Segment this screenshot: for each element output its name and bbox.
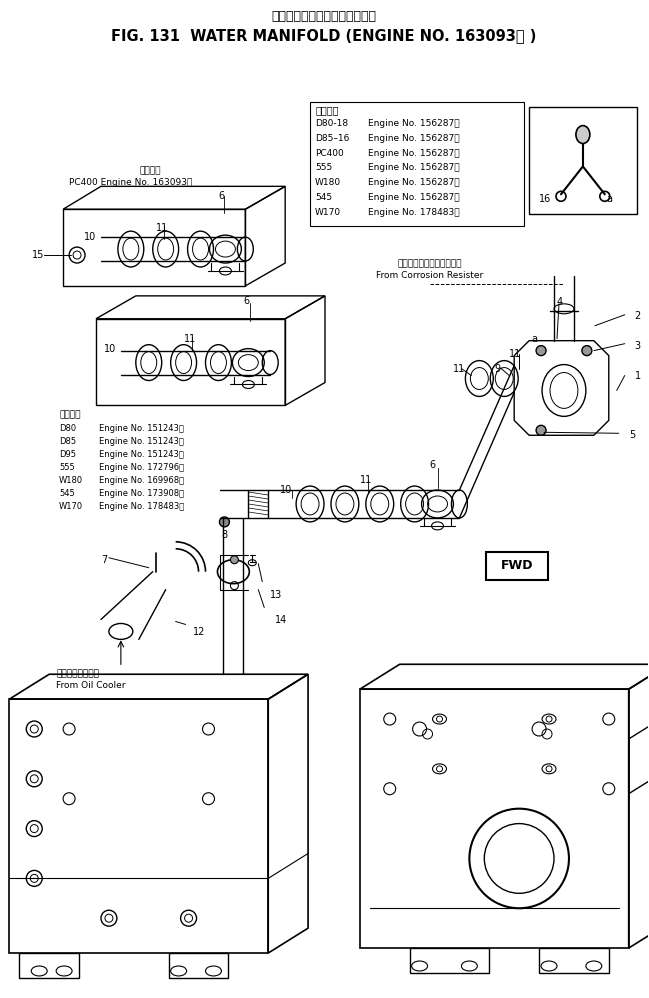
- Text: 555: 555: [59, 463, 75, 472]
- Text: 9: 9: [495, 363, 500, 373]
- Text: Engine No. 156287～: Engine No. 156287～: [368, 134, 459, 143]
- Text: Engine No. 178483～: Engine No. 178483～: [368, 209, 459, 218]
- Text: 11: 11: [454, 363, 466, 373]
- Bar: [486, 552, 548, 580]
- Text: 16: 16: [539, 195, 552, 205]
- Text: 3: 3: [635, 340, 641, 350]
- Text: W170: W170: [315, 209, 341, 218]
- Text: 555: 555: [315, 164, 332, 173]
- Text: 適用号機: 適用号機: [140, 167, 162, 176]
- Text: 545: 545: [59, 489, 75, 498]
- Text: Engine No. 151243～: Engine No. 151243～: [99, 437, 184, 446]
- Text: FIG. 131  WATER MANIFOLD (ENGINE NO. 163093－ ): FIG. 131 WATER MANIFOLD (ENGINE NO. 1630…: [112, 28, 537, 43]
- Text: Engine No. 169968～: Engine No. 169968～: [99, 476, 184, 485]
- Text: 14: 14: [275, 615, 288, 625]
- Text: ウォータマニホルド　適用号機: ウォータマニホルド 適用号機: [271, 10, 376, 23]
- Text: Engine No. 156287～: Engine No. 156287～: [368, 179, 459, 188]
- Text: Engine No. 172796～: Engine No. 172796～: [99, 463, 184, 472]
- Text: 13: 13: [270, 590, 282, 600]
- Text: 6: 6: [430, 460, 435, 470]
- Text: Engine No. 173908～: Engine No. 173908～: [99, 489, 184, 498]
- Circle shape: [536, 345, 546, 355]
- Text: 8: 8: [221, 530, 228, 540]
- Circle shape: [582, 345, 592, 355]
- Text: Engine No. 151243～: Engine No. 151243～: [99, 450, 184, 459]
- Text: D95: D95: [59, 450, 76, 459]
- Text: 適用号機: 適用号機: [59, 410, 80, 419]
- Text: 7: 7: [101, 555, 107, 565]
- Text: Engine No. 151243～: Engine No. 151243～: [99, 424, 184, 433]
- Text: 6: 6: [243, 295, 249, 305]
- Text: Engine No. 156287～: Engine No. 156287～: [368, 149, 459, 158]
- Text: PC400 Engine No. 163093～: PC400 Engine No. 163093～: [69, 179, 193, 188]
- Text: From Corrosion Resister: From Corrosion Resister: [376, 271, 483, 280]
- Text: D85–16: D85–16: [315, 134, 349, 143]
- Text: W180: W180: [315, 179, 341, 188]
- Text: 11: 11: [156, 224, 168, 234]
- Text: D80: D80: [59, 424, 77, 433]
- Text: 2: 2: [635, 310, 641, 320]
- Ellipse shape: [576, 126, 590, 144]
- Text: D80-18: D80-18: [315, 119, 348, 128]
- Circle shape: [230, 556, 238, 564]
- Text: W180: W180: [59, 476, 83, 485]
- Text: 6: 6: [219, 192, 225, 202]
- Text: 適用号機: 適用号機: [315, 105, 339, 115]
- Text: Engine No. 156287～: Engine No. 156287～: [368, 119, 459, 128]
- Text: a: a: [531, 333, 537, 343]
- Bar: [310, 102, 524, 227]
- Text: D85: D85: [59, 437, 77, 446]
- Text: 12: 12: [193, 628, 205, 638]
- Text: FWD: FWD: [501, 559, 533, 572]
- Text: 11: 11: [184, 333, 196, 343]
- Text: 10: 10: [280, 485, 293, 495]
- Text: 545: 545: [315, 194, 332, 203]
- Text: a: a: [607, 195, 613, 205]
- Text: W170: W170: [59, 502, 83, 511]
- Text: 10: 10: [84, 233, 96, 243]
- Circle shape: [219, 517, 229, 527]
- Text: Engine No. 156287～: Engine No. 156287～: [368, 194, 459, 203]
- Text: 5: 5: [629, 430, 635, 440]
- Text: オイルクーラから: オイルクーラから: [56, 670, 99, 679]
- Text: 15: 15: [32, 250, 44, 260]
- Text: Engine No. 178483～: Engine No. 178483～: [99, 502, 184, 511]
- Bar: [529, 107, 637, 215]
- Text: 10: 10: [104, 343, 116, 353]
- Text: 1: 1: [635, 370, 641, 380]
- Text: 11: 11: [509, 348, 521, 358]
- Text: 4: 4: [557, 296, 563, 306]
- Text: Engine No. 156287～: Engine No. 156287～: [368, 164, 459, 173]
- Circle shape: [536, 425, 546, 435]
- Text: 11: 11: [360, 475, 372, 485]
- Text: コロージョンレジスタから: コロージョンレジスタから: [397, 259, 462, 268]
- Text: PC400: PC400: [315, 149, 344, 158]
- Text: From Oil Cooler: From Oil Cooler: [56, 682, 126, 691]
